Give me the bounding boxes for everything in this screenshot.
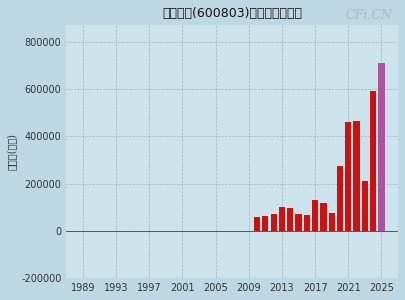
Bar [312, 200, 318, 231]
Bar [262, 216, 269, 231]
Bar [362, 181, 368, 231]
Bar [378, 63, 385, 231]
Bar [254, 217, 260, 231]
Y-axis label: 净利润(万元): 净利润(万元) [7, 133, 17, 170]
Bar [320, 202, 326, 231]
Bar [304, 215, 310, 231]
Text: CFi.CN: CFi.CN [346, 9, 393, 22]
Title: 新奥股份(600803)净利润（万元）: 新奥股份(600803)净利润（万元） [162, 7, 302, 20]
Bar [345, 122, 352, 231]
Bar [279, 207, 285, 231]
Bar [287, 208, 293, 231]
Bar [354, 121, 360, 231]
Bar [295, 214, 302, 231]
Bar [370, 92, 376, 231]
Bar [271, 214, 277, 231]
Bar [328, 213, 335, 231]
Bar [337, 166, 343, 231]
